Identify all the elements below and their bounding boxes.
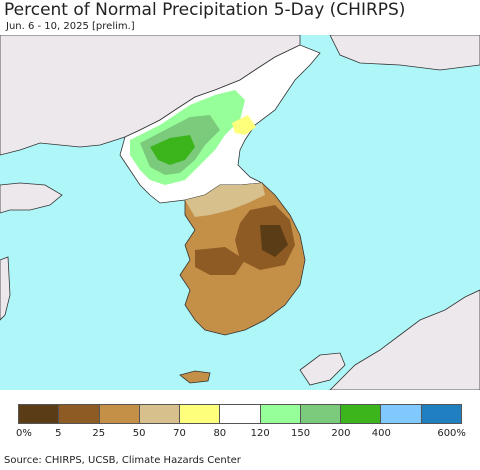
japan-island-west xyxy=(299,352,346,386)
legend-swatch xyxy=(300,405,342,423)
legend-swatch xyxy=(139,405,181,423)
legend-swatch xyxy=(341,405,382,423)
legend-swatch xyxy=(99,405,140,423)
legend-tick: 25 xyxy=(92,428,106,439)
sk-west-dry-band xyxy=(195,247,245,275)
legend-tick: 5 xyxy=(55,428,62,439)
map-subtitle: Jun. 6 - 10, 2025 [prelim.] xyxy=(6,21,135,32)
legend-tick: 150 xyxy=(290,428,311,439)
legend-tick: 70 xyxy=(173,428,186,439)
shandong-landmass xyxy=(0,182,63,214)
legend-swatch xyxy=(59,405,100,423)
sk-driest-core xyxy=(260,225,288,257)
legend-swatch xyxy=(180,405,221,423)
precipitation-map xyxy=(0,35,480,390)
map-title: Percent of Normal Precipitation 5-Day (C… xyxy=(4,0,406,20)
legend-swatch xyxy=(19,405,60,423)
china-coast-lower xyxy=(0,256,11,321)
russia-landmass xyxy=(329,35,480,71)
source-note: Source: CHIRPS, UCSB, Climate Hazards Ce… xyxy=(4,455,241,466)
legend-tick: 50 xyxy=(132,428,146,439)
sk-north-band xyxy=(185,183,265,217)
legend-swatch xyxy=(220,405,261,423)
map-canvas xyxy=(0,35,480,390)
nk-dry-patch xyxy=(232,115,256,135)
legend-tick: 600% xyxy=(437,428,466,439)
jeju-island xyxy=(179,370,211,384)
legend-color-bar xyxy=(18,404,462,424)
legend-swatch xyxy=(421,405,461,423)
legend-tick: 200 xyxy=(331,428,351,439)
legend-swatch xyxy=(260,405,301,423)
legend-tick: 0% xyxy=(16,428,32,439)
legend-tick: 400 xyxy=(371,428,391,439)
legend-tick: 120 xyxy=(250,428,270,439)
legend-tick-labels: 0% 5 25 50 70 80 120 150 200 400 600% xyxy=(0,428,480,442)
japan-landmass xyxy=(329,289,480,390)
nk-wettest-zone xyxy=(150,135,195,165)
legend-swatch xyxy=(381,405,422,423)
legend-tick: 80 xyxy=(213,428,227,439)
